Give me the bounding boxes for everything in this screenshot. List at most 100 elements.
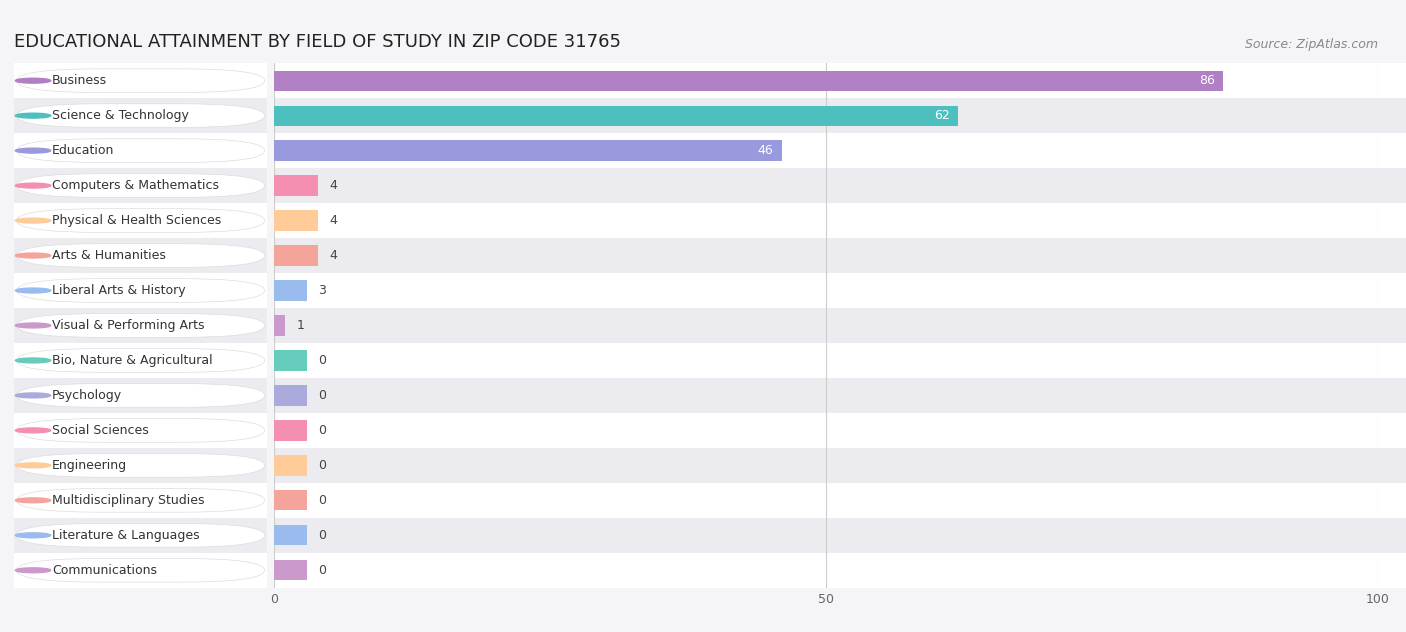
Text: 0: 0 (318, 529, 326, 542)
Text: 4: 4 (329, 214, 337, 227)
FancyBboxPatch shape (17, 209, 264, 233)
Text: Social Sciences: Social Sciences (52, 424, 149, 437)
Circle shape (15, 358, 51, 363)
Bar (274, 238, 1406, 273)
Circle shape (15, 218, 51, 223)
FancyBboxPatch shape (17, 384, 264, 407)
Bar (14, 378, 267, 413)
Bar (14, 518, 267, 553)
Text: 0: 0 (318, 564, 326, 577)
Text: 4: 4 (329, 179, 337, 192)
Bar (14, 553, 267, 588)
Text: 3: 3 (318, 284, 326, 297)
Bar (274, 483, 1406, 518)
Bar (14, 63, 267, 98)
Text: 0: 0 (318, 494, 326, 507)
FancyBboxPatch shape (17, 523, 264, 547)
Bar (14, 133, 267, 168)
Text: Physical & Health Sciences: Physical & Health Sciences (52, 214, 221, 227)
Text: 0: 0 (318, 459, 326, 472)
Bar (14, 168, 267, 203)
Text: Science & Technology: Science & Technology (52, 109, 188, 122)
Text: Communications: Communications (52, 564, 157, 577)
Bar (274, 525, 308, 545)
Circle shape (15, 568, 51, 573)
FancyBboxPatch shape (17, 174, 264, 197)
Circle shape (15, 463, 51, 468)
Bar (274, 315, 285, 336)
Text: Computers & Mathematics: Computers & Mathematics (52, 179, 219, 192)
Bar (274, 273, 1406, 308)
FancyBboxPatch shape (17, 489, 264, 512)
Bar (14, 98, 267, 133)
Bar (274, 455, 308, 475)
Text: Literature & Languages: Literature & Languages (52, 529, 200, 542)
Circle shape (15, 428, 51, 433)
Text: 4: 4 (329, 249, 337, 262)
Bar (14, 238, 267, 273)
Text: EDUCATIONAL ATTAINMENT BY FIELD OF STUDY IN ZIP CODE 31765: EDUCATIONAL ATTAINMENT BY FIELD OF STUDY… (14, 33, 621, 51)
Bar (274, 245, 318, 265)
Bar (14, 308, 267, 343)
Text: Visual & Performing Arts: Visual & Performing Arts (52, 319, 204, 332)
Text: Education: Education (52, 144, 114, 157)
Bar (274, 553, 1406, 588)
Bar (274, 140, 782, 161)
Bar (274, 386, 308, 406)
Text: 0: 0 (318, 354, 326, 367)
Bar (14, 448, 267, 483)
Text: 0: 0 (318, 424, 326, 437)
Text: 46: 46 (758, 144, 773, 157)
FancyBboxPatch shape (17, 279, 264, 302)
Bar (274, 71, 1223, 91)
Circle shape (15, 253, 51, 258)
Circle shape (15, 113, 51, 118)
FancyBboxPatch shape (17, 104, 264, 128)
Text: Liberal Arts & History: Liberal Arts & History (52, 284, 186, 297)
Bar (274, 448, 1406, 483)
Text: Bio, Nature & Agricultural: Bio, Nature & Agricultural (52, 354, 212, 367)
Bar (274, 106, 959, 126)
Bar (274, 210, 318, 231)
Bar (274, 350, 308, 370)
Text: Arts & Humanities: Arts & Humanities (52, 249, 166, 262)
Bar (14, 413, 267, 448)
Bar (274, 281, 308, 301)
FancyBboxPatch shape (17, 69, 264, 92)
Bar (14, 483, 267, 518)
Bar (14, 343, 267, 378)
Text: Engineering: Engineering (52, 459, 127, 472)
Bar (274, 63, 1406, 98)
Text: 1: 1 (297, 319, 304, 332)
FancyBboxPatch shape (17, 244, 264, 267)
Text: Multidisciplinary Studies: Multidisciplinary Studies (52, 494, 204, 507)
Text: 62: 62 (934, 109, 949, 122)
Bar (274, 490, 308, 511)
Circle shape (15, 183, 51, 188)
Bar (274, 518, 1406, 553)
Text: Business: Business (52, 74, 107, 87)
Circle shape (15, 393, 51, 398)
FancyBboxPatch shape (17, 313, 264, 337)
FancyBboxPatch shape (17, 349, 264, 372)
Bar (14, 203, 267, 238)
Bar (274, 413, 1406, 448)
Text: Psychology: Psychology (52, 389, 122, 402)
Bar (274, 560, 308, 580)
FancyBboxPatch shape (17, 454, 264, 477)
Bar (274, 168, 1406, 203)
Bar (274, 420, 308, 441)
Circle shape (15, 323, 51, 328)
Bar (274, 98, 1406, 133)
FancyBboxPatch shape (17, 559, 264, 582)
Circle shape (15, 288, 51, 293)
Text: Source: ZipAtlas.com: Source: ZipAtlas.com (1244, 37, 1378, 51)
Bar (274, 378, 1406, 413)
FancyBboxPatch shape (17, 139, 264, 162)
Bar (14, 273, 267, 308)
Text: 86: 86 (1199, 74, 1215, 87)
Bar (274, 343, 1406, 378)
Circle shape (15, 148, 51, 153)
Circle shape (15, 533, 51, 538)
Circle shape (15, 78, 51, 83)
